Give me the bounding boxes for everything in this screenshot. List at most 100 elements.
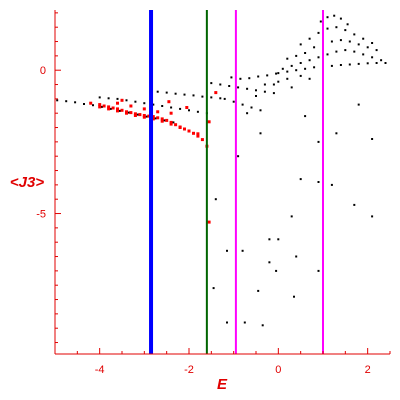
data-point (116, 109, 119, 113)
data-point (353, 50, 356, 53)
data-point (196, 132, 200, 136)
data-point (250, 106, 253, 109)
data-point (295, 255, 298, 258)
data-point (371, 138, 374, 140)
data-point (259, 109, 262, 112)
data-point (268, 238, 271, 241)
data-point (299, 178, 302, 181)
data-point (214, 91, 218, 95)
data-point (362, 37, 365, 40)
data-point (384, 62, 387, 64)
data-point (357, 103, 360, 106)
data-point (116, 101, 119, 105)
data-point (362, 53, 365, 56)
data-point (346, 23, 349, 26)
data-point (109, 107, 112, 110)
data-point (317, 31, 320, 34)
data-point (107, 97, 110, 100)
data-point (304, 52, 307, 54)
data-point (299, 62, 302, 64)
data-point (259, 132, 262, 135)
data-point (339, 39, 342, 42)
data-point (125, 99, 128, 102)
data-point (281, 67, 284, 70)
data-point (293, 295, 295, 298)
data-marks (56, 14, 387, 327)
data-point (380, 59, 383, 62)
data-point (183, 127, 186, 131)
data-point (317, 181, 320, 183)
data-point (255, 95, 257, 97)
data-point (344, 29, 347, 32)
data-point (185, 106, 189, 109)
data-point (286, 70, 289, 73)
data-point (263, 83, 266, 86)
data-point (353, 203, 356, 206)
data-point (317, 269, 320, 272)
data-point (266, 74, 269, 77)
data-point (268, 261, 271, 264)
data-point (295, 54, 298, 57)
data-point (299, 74, 302, 77)
data-point (214, 198, 217, 201)
data-point (136, 113, 139, 116)
data-point (335, 132, 338, 135)
data-point (317, 56, 320, 59)
data-point (375, 49, 378, 52)
data-point (308, 77, 311, 80)
data-point (339, 64, 342, 66)
data-point (261, 324, 264, 327)
data-point (98, 105, 102, 109)
data-point (134, 100, 137, 103)
data-point (165, 91, 168, 94)
data-point (169, 122, 173, 126)
data-point (188, 109, 190, 112)
data-point (246, 112, 249, 115)
data-point (241, 249, 244, 252)
data-point (160, 119, 164, 123)
data-point (163, 119, 166, 122)
data-point (339, 17, 342, 20)
data-point (207, 120, 211, 124)
data-point (154, 117, 157, 120)
data-point (308, 59, 311, 62)
x-tick-label: 0 (275, 364, 281, 376)
data-point (286, 57, 289, 60)
data-point (326, 53, 329, 56)
axes: -4 -2 0 2 0 -5 (36, 10, 391, 376)
data-point (201, 95, 204, 98)
data-point (237, 86, 240, 89)
data-point (304, 115, 307, 118)
data-point (353, 33, 356, 36)
data-point (257, 75, 260, 78)
data-point (92, 104, 94, 107)
data-point (169, 120, 173, 124)
data-point (169, 111, 173, 115)
data-point (348, 63, 351, 66)
data-point (330, 183, 333, 186)
data-point (100, 105, 103, 108)
data-point (165, 118, 169, 122)
data-point (286, 77, 289, 80)
data-point (335, 26, 338, 29)
data-point (277, 72, 280, 75)
data-point (138, 113, 142, 117)
data-point (111, 106, 115, 110)
data-point (127, 111, 130, 114)
data-point (142, 107, 146, 111)
data-point (172, 121, 175, 124)
data-point (133, 112, 137, 116)
data-point (246, 87, 249, 90)
data-point (125, 111, 128, 115)
data-point (366, 62, 369, 65)
data-point (98, 103, 102, 107)
data-point (156, 116, 160, 120)
data-point (89, 101, 93, 105)
data-point (56, 99, 59, 102)
data-point (257, 289, 260, 292)
data-point (333, 14, 336, 17)
data-point (151, 115, 155, 119)
data-point (330, 64, 333, 67)
data-point (179, 107, 182, 110)
data-point (107, 105, 111, 109)
